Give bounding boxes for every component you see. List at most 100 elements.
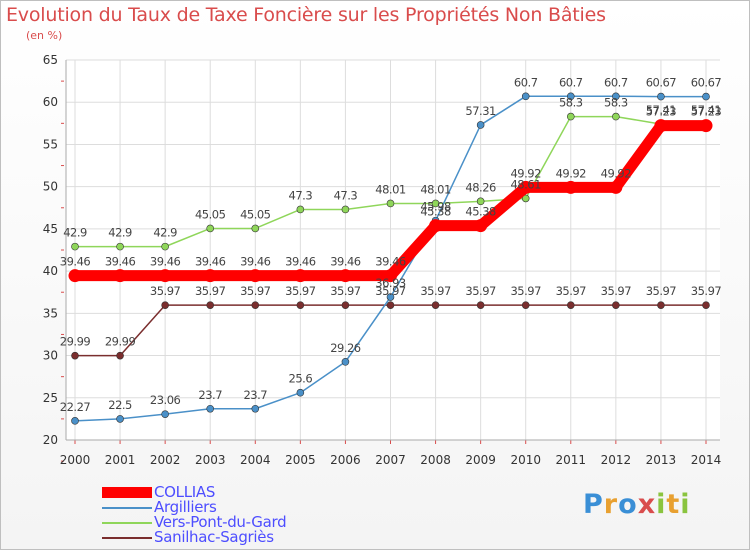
data-point-vers-pont-du-gard [251, 224, 260, 233]
data-point-vers-pont-du-gard [521, 194, 530, 203]
x-tick-label: 2008 [420, 453, 451, 467]
data-point-vers-pont-du-gard [71, 242, 79, 251]
data-label-collias: 45.38 [465, 205, 496, 219]
legend-swatch [102, 522, 152, 524]
x-tick-label: 2000 [60, 453, 91, 467]
data-point-collias [248, 269, 262, 283]
data-point-argilliers [476, 121, 485, 129]
data-label-vers-pont-du-gard: 45.05 [195, 207, 226, 221]
data-label-argilliers: 60.7 [514, 75, 538, 89]
data-label-collias: 39.46 [240, 255, 271, 269]
data-point-collias [654, 119, 668, 133]
data-label-collias: 39.46 [375, 255, 406, 269]
data-point-sanilhac-sagri-s [341, 301, 350, 309]
data-point-argilliers [296, 388, 305, 397]
data-label-argilliers: 60.7 [559, 75, 583, 89]
chart-title: Evolution du Taux de Taxe Foncière sur l… [6, 4, 606, 26]
data-label-vers-pont-du-gard: 57.41 [646, 103, 677, 117]
data-point-argilliers [566, 92, 575, 101]
data-label-argilliers: 36.93 [375, 276, 406, 290]
data-point-sanilhac-sagri-s [386, 301, 395, 309]
data-point-collias [609, 180, 623, 194]
data-label-collias: 49.92 [510, 166, 541, 180]
data-label-sanilhac-sagri-s: 35.97 [601, 284, 632, 298]
data-point-sanilhac-sagri-s [206, 301, 215, 309]
data-label-collias: 39.46 [60, 255, 91, 269]
data-point-argilliers [386, 293, 395, 301]
data-point-vers-pont-du-gard [296, 205, 305, 214]
x-tick-label: 2012 [601, 453, 632, 467]
data-point-argilliers [116, 415, 124, 423]
y-tick-label: 55 [43, 137, 58, 151]
data-label-sanilhac-sagri-s: 35.97 [330, 284, 361, 298]
data-point-vers-pont-du-gard [566, 112, 575, 121]
data-point-collias [564, 180, 578, 194]
data-point-sanilhac-sagri-s [251, 301, 260, 309]
data-label-vers-pont-du-gard: 48.61 [510, 177, 541, 191]
data-point-collias [384, 269, 397, 283]
data-point-collias [429, 219, 443, 233]
data-point-sanilhac-sagri-s [476, 301, 485, 309]
data-label-vers-pont-du-gard: 57.41 [691, 103, 722, 117]
data-point-collias [338, 269, 352, 283]
legend-swatch [102, 487, 152, 498]
data-point-sanilhac-sagri-s [566, 301, 575, 309]
data-label-sanilhac-sagri-s: 29.99 [60, 335, 91, 349]
data-label-collias: 49.92 [601, 166, 632, 180]
legend-label: COLLIAS [154, 483, 216, 501]
data-point-collias [158, 269, 172, 283]
data-label-collias: 57.23 [691, 105, 722, 119]
data-label-sanilhac-sagri-s: 35.97 [556, 284, 587, 298]
data-label-sanilhac-sagri-s: 35.97 [420, 284, 451, 298]
data-point-collias [699, 119, 713, 133]
data-point-collias [519, 180, 533, 194]
data-label-collias: 49.92 [556, 166, 587, 180]
data-label-argilliers: 57.31 [465, 104, 496, 118]
data-point-vers-pont-du-gard [612, 112, 620, 121]
data-label-vers-pont-du-gard: 48.01 [420, 182, 451, 196]
legend-label: Argilliers [154, 498, 217, 516]
y-tick-label: 45 [43, 222, 58, 236]
data-label-sanilhac-sagri-s: 35.97 [375, 284, 406, 298]
legend-swatch [102, 537, 152, 539]
data-point-argilliers [657, 92, 665, 101]
data-point-argilliers [521, 92, 530, 101]
brand-logo: Proxiti [583, 489, 691, 520]
y-tick-label: 65 [43, 53, 58, 67]
data-label-vers-pont-du-gard: 42.9 [153, 226, 177, 240]
data-point-argilliers [702, 92, 710, 101]
data-label-vers-pont-du-gard: 58.3 [604, 96, 628, 110]
data-point-sanilhac-sagri-s [116, 351, 124, 360]
data-label-argilliers: 23.06 [150, 393, 181, 407]
x-tick-label: 2013 [646, 453, 677, 467]
data-label-argilliers: 23.7 [198, 388, 222, 402]
data-point-sanilhac-sagri-s [431, 301, 440, 309]
data-label-collias: 39.46 [285, 255, 316, 269]
y-tick-label: 50 [43, 180, 58, 194]
data-label-vers-pont-du-gard: 58.3 [559, 96, 583, 110]
data-label-sanilhac-sagri-s: 35.97 [510, 284, 541, 298]
x-tick-label: 2003 [195, 453, 226, 467]
data-label-sanilhac-sagri-s: 29.99 [105, 335, 136, 349]
data-label-argilliers: 25.6 [289, 372, 313, 386]
y-tick-label: 60 [43, 95, 58, 109]
data-label-vers-pont-du-gard: 48.26 [465, 180, 496, 194]
x-tick-label: 2005 [285, 453, 316, 467]
data-point-collias [113, 269, 127, 283]
data-label-argilliers: 22.27 [60, 400, 91, 414]
data-label-sanilhac-sagri-s: 35.97 [285, 284, 316, 298]
data-point-vers-pont-du-gard [341, 205, 350, 214]
data-point-sanilhac-sagri-s [521, 301, 530, 309]
legend-label: Vers-Pont-du-Gard [154, 513, 287, 531]
data-label-vers-pont-du-gard: 42.9 [108, 226, 132, 240]
x-tick-label: 2006 [330, 453, 361, 467]
data-label-collias: 57.23 [646, 105, 677, 119]
data-label-sanilhac-sagri-s: 35.97 [240, 284, 271, 298]
data-point-sanilhac-sagri-s [71, 351, 79, 360]
data-point-argilliers [161, 410, 169, 418]
data-label-vers-pont-du-gard: 42.9 [63, 226, 87, 240]
data-point-argilliers [341, 358, 350, 366]
y-tick-label: 35 [43, 306, 58, 320]
unit-label: (en %) [26, 29, 63, 42]
